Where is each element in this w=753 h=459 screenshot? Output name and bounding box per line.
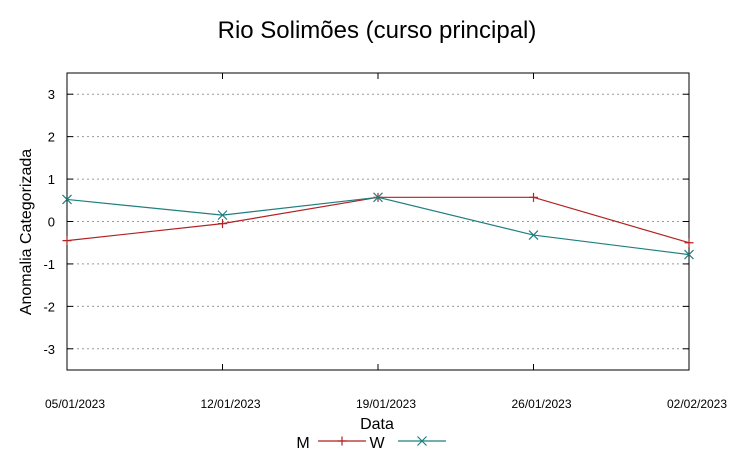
y-tick-label: 3: [48, 87, 55, 102]
data-point-m: [529, 192, 538, 202]
legend-swatch-m: [318, 436, 366, 446]
data-point-w: [217, 210, 228, 221]
legend-label-m: M: [296, 435, 309, 452]
series-group: [62, 192, 694, 260]
y-tick-label: -3: [43, 342, 55, 357]
legend-marker-m: [337, 436, 347, 446]
x-tick-label: 19/01/2023: [356, 397, 416, 411]
legend-swatch-w: [398, 436, 446, 446]
x-tick-label: 26/01/2023: [511, 397, 571, 411]
x-axis-label: Data: [360, 416, 394, 433]
data-point-w: [62, 194, 72, 205]
y-tick-label: 0: [48, 215, 55, 230]
y-tick-label: 2: [48, 130, 55, 145]
data-point-w: [528, 230, 539, 241]
series-w: [62, 192, 694, 260]
grid-lines: [67, 93, 689, 350]
x-tick-label: 05/01/2023: [45, 397, 105, 411]
y-axis-label: Anomalia Categorizada: [18, 149, 35, 315]
y-tick-label: -1: [43, 257, 55, 272]
series-line-w: [66, 196, 690, 256]
y-tick-label: -2: [43, 299, 55, 314]
x-axis-ticks: 05/01/2023 12/01/2023 19/01/2023 26/01/2023…: [45, 73, 727, 411]
chart-title: Rio Solimões (curso principal): [218, 17, 537, 44]
legend-marker-w: [417, 436, 427, 446]
series-m: [62, 192, 694, 248]
x-tick-label: 12/01/2023: [200, 397, 260, 411]
data-point-m: [62, 236, 72, 246]
legend-label-w: W: [369, 435, 385, 452]
data-point-m: [684, 238, 694, 248]
y-axis-ticks: 3 2 1 0 -1 -2 -3: [43, 87, 689, 357]
series-line-m: [66, 196, 690, 244]
data-point-w: [684, 249, 694, 260]
y-tick-label: 1: [48, 172, 55, 187]
legend: M W: [296, 435, 446, 452]
data-point-m: [218, 219, 227, 229]
data-point-w: [373, 192, 383, 203]
x-tick-label: 02/02/2023: [667, 397, 727, 411]
